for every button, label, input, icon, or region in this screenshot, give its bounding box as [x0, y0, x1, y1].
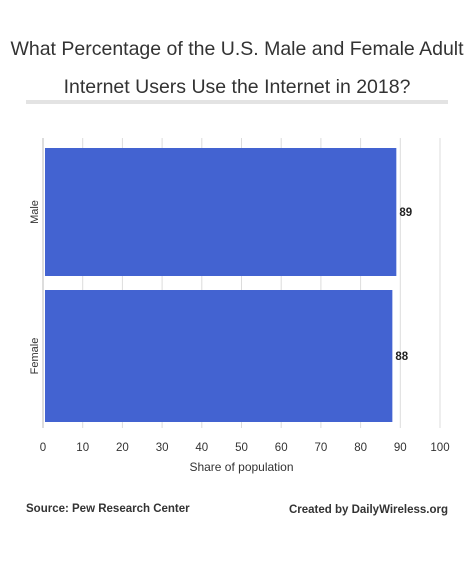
title-divider	[26, 100, 448, 104]
x-tick-label-70: 70	[315, 442, 328, 454]
x-axis-title: Share of population	[189, 460, 293, 474]
x-tick-label-20: 20	[116, 442, 129, 454]
category-label-female: Female	[29, 338, 41, 375]
x-tick-label-90: 90	[394, 442, 407, 454]
x-tick-label-30: 30	[156, 442, 169, 454]
x-tick-label-50: 50	[235, 442, 248, 454]
x-tick-label-10: 10	[76, 442, 89, 454]
x-tick-label-40: 40	[195, 442, 208, 454]
category-label-male: Male	[29, 200, 41, 224]
bar-female	[45, 290, 393, 422]
bar-male	[45, 148, 397, 276]
x-tick-label-100: 100	[430, 442, 449, 454]
chart-title-text: What Percentage of the U.S. Male and Fem…	[0, 30, 474, 106]
chart-title-line-1: What Percentage of the U.S. Male and Fem…	[10, 38, 464, 60]
chart-title-line-2: Internet Users Use the Internet in 2018?	[63, 76, 411, 98]
x-tick-label-60: 60	[275, 442, 288, 454]
x-tick-label-0: 0	[40, 442, 46, 454]
source-note: Source: Pew Research Center	[26, 503, 190, 515]
data-label-female: 88	[395, 351, 408, 363]
x-tick-label-80: 80	[354, 442, 367, 454]
credit-note: Created by DailyWireless.org	[288, 504, 448, 516]
data-label-male: 89	[399, 207, 412, 219]
